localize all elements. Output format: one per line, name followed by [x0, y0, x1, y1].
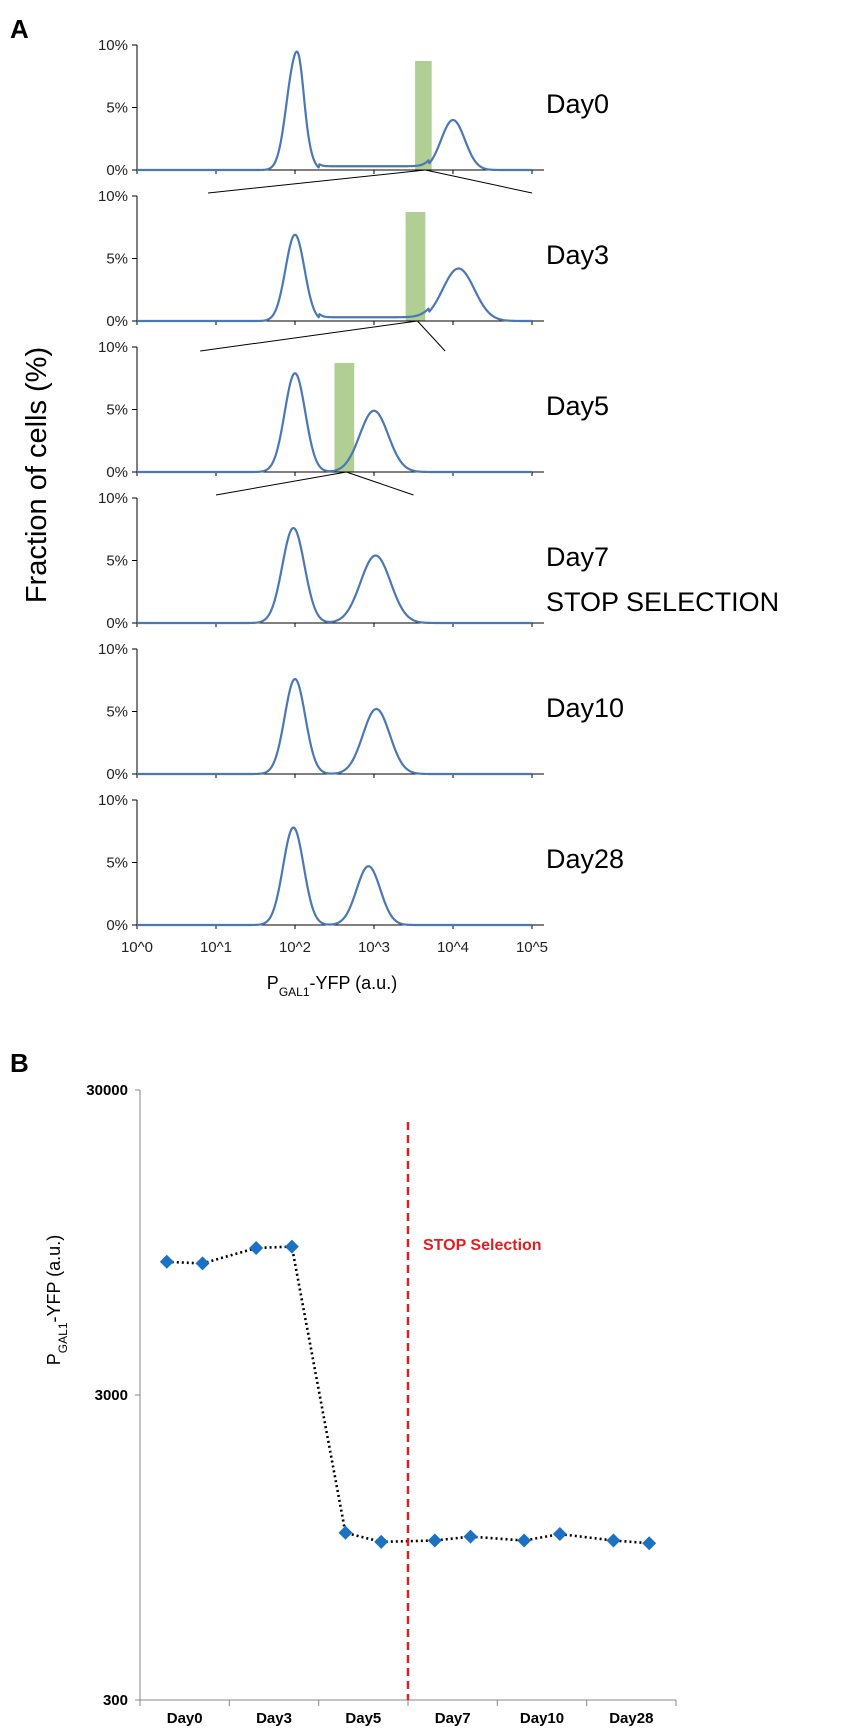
panel-a-histograms: 0% 5% 10% Day0 0% 5% 10% Day3 0% 5% 10% Day5 0% 5% 10%…	[21, 37, 779, 999]
zoom-connector-right	[425, 169, 533, 194]
x-tick-label: 10^4	[437, 939, 469, 956]
data-point-marker	[338, 1525, 353, 1540]
histogram-panel-day3: 0% 5% 10% Day3	[98, 188, 609, 352]
selection-gate	[334, 363, 355, 472]
b-y-tick-label: 30000	[86, 1082, 128, 1099]
y-tick-label: 5%	[106, 553, 128, 570]
b-y-axis-title: PGAL1-YFP (a.u.)	[44, 1235, 70, 1365]
y-tick-label: 10%	[98, 339, 128, 356]
data-point-marker	[606, 1533, 621, 1548]
y-tick-label: 0%	[106, 615, 128, 632]
histogram-panel-day28: 0% 5% 10% Day28	[98, 792, 624, 934]
day-label: Day5	[546, 391, 609, 421]
day-label: Day7	[546, 542, 609, 572]
b-x-tick-label: Day3	[256, 1710, 292, 1727]
y-tick-label: 5%	[106, 251, 128, 268]
b-x-tick-label: Day5	[345, 1710, 381, 1727]
zoom-connector-right	[346, 471, 414, 496]
y-axis-title: Fraction of cells (%)	[21, 347, 53, 603]
x-axis-title-main: P	[267, 973, 279, 993]
b-y-tick-label: 300	[103, 1692, 128, 1709]
histogram-panel-day0: 0% 5% 10% Day0	[98, 37, 609, 194]
x-tick-label: 10^1	[200, 939, 232, 956]
y-tick-label: 0%	[106, 464, 128, 481]
data-point-marker	[642, 1536, 657, 1551]
zoom-connector-left	[208, 169, 426, 194]
b-y-axis-title-main: P	[44, 1353, 64, 1365]
y-tick-label: 5%	[106, 704, 128, 721]
selection-gate	[405, 212, 426, 321]
y-tick-label: 0%	[106, 313, 128, 330]
data-point-marker	[195, 1256, 210, 1271]
data-point-marker	[552, 1527, 567, 1542]
b-x-tick-label: Day7	[435, 1710, 471, 1727]
y-tick-label: 5%	[106, 100, 128, 117]
histogram-curve	[136, 372, 533, 474]
histogram-curve	[136, 826, 533, 927]
data-point-marker	[374, 1534, 389, 1549]
day-label: Day3	[546, 240, 609, 270]
y-tick-label: 10%	[98, 37, 128, 54]
selection-gate	[415, 61, 432, 170]
zoom-connector-left	[215, 471, 347, 496]
y-tick-label: 0%	[106, 162, 128, 179]
panel-a-label: A	[10, 14, 29, 44]
histogram-panel-day10: 0% 5% 10% Day10	[98, 641, 624, 783]
x-axis-title-sub: GAL1	[279, 985, 310, 999]
b-y-tick-label: 3000	[95, 1387, 128, 1404]
b-x-tick-label: Day28	[609, 1710, 653, 1727]
b-x-tick-label: Day0	[167, 1710, 203, 1727]
b-y-axis-title-sub: GAL1	[56, 1322, 70, 1353]
stop-selection-note: STOP SELECTION	[546, 587, 779, 617]
histogram-curve	[136, 526, 533, 625]
histogram-curve	[136, 677, 533, 776]
stop-selection-label: STOP Selection	[423, 1237, 542, 1254]
data-point-marker	[159, 1254, 174, 1269]
x-tick-label: 10^2	[279, 939, 311, 956]
histogram-curve	[136, 233, 533, 323]
data-point-marker	[427, 1533, 442, 1548]
data-point-marker	[249, 1241, 264, 1256]
y-tick-label: 10%	[98, 792, 128, 809]
y-tick-label: 10%	[98, 641, 128, 658]
x-axis-title: PGAL1-YFP (a.u.)	[267, 973, 397, 999]
panel-b-label: B	[10, 1048, 29, 1078]
y-tick-label: 0%	[106, 917, 128, 934]
y-tick-label: 5%	[106, 402, 128, 419]
b-x-tick-label: Day10	[520, 1710, 564, 1727]
data-point-marker	[284, 1239, 299, 1254]
y-tick-label: 5%	[106, 855, 128, 872]
day-label: Day0	[546, 89, 609, 119]
zoom-connector-right	[417, 320, 446, 352]
data-point-marker	[463, 1529, 478, 1544]
x-axis-title-rest: -YFP (a.u.)	[310, 973, 398, 993]
x-tick-label: 10^3	[358, 939, 390, 956]
panel-b-scatter: 300 3000 30000 Day0 Day3 Day5 Day7 Day10 Day28 PG…	[44, 1082, 677, 1727]
day-label: Day28	[546, 844, 624, 874]
histogram-curve	[136, 50, 533, 172]
data-point-marker	[517, 1533, 532, 1548]
histogram-panel-day5: 0% 5% 10% Day5	[98, 339, 609, 496]
y-tick-label: 10%	[98, 188, 128, 205]
zoom-connector-left	[200, 320, 418, 352]
histogram-panel-day7: 0% 5% 10% Day7 STOP SELECTION	[98, 490, 779, 632]
y-tick-label: 0%	[106, 766, 128, 783]
y-tick-label: 10%	[98, 490, 128, 507]
b-y-axis-title-rest: -YFP (a.u.)	[44, 1235, 64, 1323]
x-tick-label: 10^0	[121, 939, 153, 956]
day-label: Day10	[546, 693, 624, 723]
x-tick-label: 10^5	[516, 939, 548, 956]
